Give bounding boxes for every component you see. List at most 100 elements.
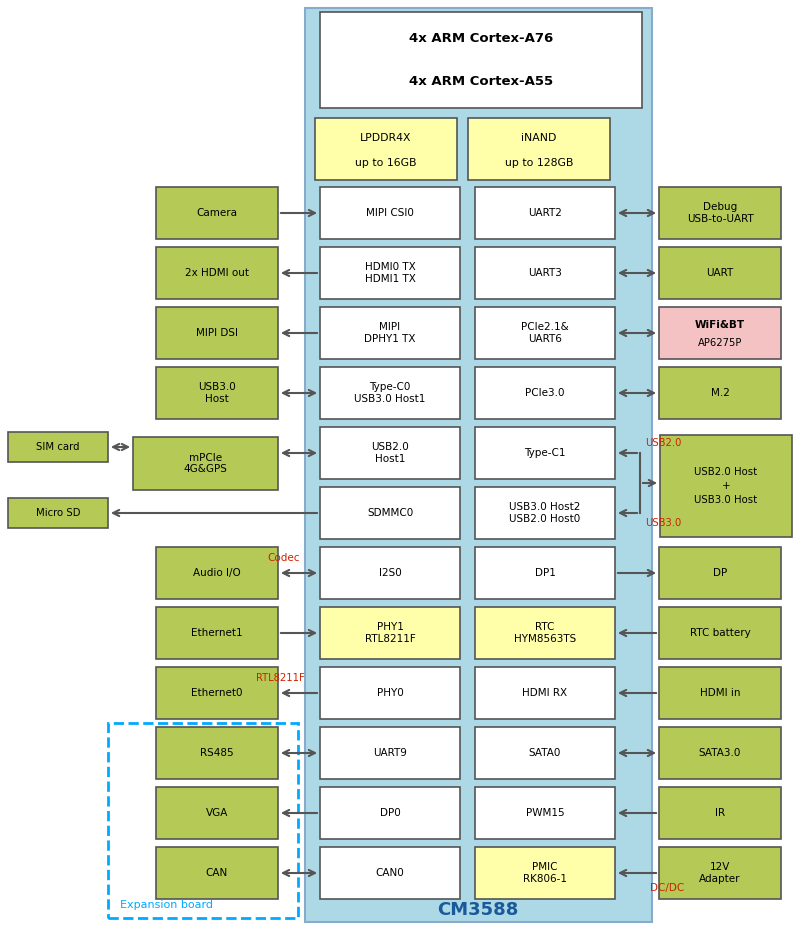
FancyBboxPatch shape	[475, 667, 615, 719]
FancyBboxPatch shape	[156, 847, 278, 899]
Text: IR: IR	[715, 808, 725, 818]
Text: PCIe2.1&
UART6: PCIe2.1& UART6	[522, 322, 569, 344]
Text: RTC battery: RTC battery	[689, 628, 750, 638]
Text: 12V
Adapter: 12V Adapter	[700, 862, 741, 884]
Text: CM3588: CM3588	[437, 901, 518, 919]
Text: UART9: UART9	[373, 748, 407, 758]
FancyBboxPatch shape	[320, 667, 460, 719]
Text: RTL8211F: RTL8211F	[256, 673, 305, 683]
FancyBboxPatch shape	[659, 727, 781, 779]
FancyBboxPatch shape	[156, 667, 278, 719]
Text: PHY0: PHY0	[377, 688, 403, 698]
FancyBboxPatch shape	[475, 547, 615, 599]
Text: up to 16GB: up to 16GB	[355, 158, 417, 167]
FancyBboxPatch shape	[156, 247, 278, 299]
Text: Ethernet1: Ethernet1	[191, 628, 242, 638]
Text: AP6275P: AP6275P	[698, 338, 743, 348]
FancyBboxPatch shape	[320, 427, 460, 479]
FancyBboxPatch shape	[475, 847, 615, 899]
Text: up to 128GB: up to 128GB	[505, 158, 573, 167]
Text: PMIC
RK806-1: PMIC RK806-1	[523, 862, 567, 884]
FancyBboxPatch shape	[475, 187, 615, 239]
Text: PHY1
RTL8211F: PHY1 RTL8211F	[365, 622, 415, 644]
Text: Type-C0
USB3.0 Host1: Type-C0 USB3.0 Host1	[355, 382, 425, 403]
Text: RTC
HYM8563TS: RTC HYM8563TS	[514, 622, 576, 644]
Text: CAN0: CAN0	[375, 868, 405, 878]
Text: DC/DC: DC/DC	[650, 883, 684, 893]
FancyBboxPatch shape	[659, 367, 781, 419]
FancyBboxPatch shape	[320, 247, 460, 299]
Text: iNAND: iNAND	[522, 133, 556, 143]
Text: USB3.0: USB3.0	[645, 518, 681, 528]
FancyBboxPatch shape	[8, 432, 108, 462]
Text: SATA0: SATA0	[529, 748, 561, 758]
FancyBboxPatch shape	[315, 118, 457, 180]
Text: PWM15: PWM15	[525, 808, 564, 818]
FancyBboxPatch shape	[320, 187, 460, 239]
Text: +: +	[722, 481, 731, 491]
FancyBboxPatch shape	[156, 547, 278, 599]
FancyBboxPatch shape	[475, 427, 615, 479]
Text: USB2.0: USB2.0	[645, 438, 681, 448]
FancyBboxPatch shape	[156, 607, 278, 659]
FancyBboxPatch shape	[320, 307, 460, 359]
FancyBboxPatch shape	[659, 547, 781, 599]
FancyBboxPatch shape	[156, 787, 278, 839]
FancyBboxPatch shape	[320, 547, 460, 599]
Text: HDMI in: HDMI in	[700, 688, 740, 698]
Text: MIPI
DPHY1 TX: MIPI DPHY1 TX	[364, 322, 416, 344]
Text: USB3.0 Host: USB3.0 Host	[694, 495, 758, 505]
Text: Expansion board: Expansion board	[120, 900, 213, 910]
FancyBboxPatch shape	[156, 367, 278, 419]
FancyBboxPatch shape	[305, 8, 652, 922]
Text: RS485: RS485	[200, 748, 234, 758]
FancyBboxPatch shape	[659, 247, 781, 299]
Text: SDMMC0: SDMMC0	[366, 508, 413, 518]
Text: Codec: Codec	[267, 553, 300, 563]
Text: Type-C1: Type-C1	[524, 448, 566, 458]
Text: 4x ARM Cortex-A55: 4x ARM Cortex-A55	[409, 75, 553, 88]
FancyBboxPatch shape	[475, 727, 615, 779]
FancyBboxPatch shape	[475, 247, 615, 299]
FancyBboxPatch shape	[156, 187, 278, 239]
FancyBboxPatch shape	[133, 437, 278, 490]
Text: DP1: DP1	[534, 568, 556, 578]
FancyBboxPatch shape	[468, 118, 610, 180]
Text: UART: UART	[707, 268, 734, 278]
FancyBboxPatch shape	[156, 727, 278, 779]
Text: HDMI RX: HDMI RX	[522, 688, 568, 698]
Text: WiFi&BT: WiFi&BT	[695, 320, 745, 330]
FancyBboxPatch shape	[320, 607, 460, 659]
FancyBboxPatch shape	[659, 667, 781, 719]
FancyBboxPatch shape	[320, 12, 642, 108]
Text: Debug
USB-to-UART: Debug USB-to-UART	[687, 202, 754, 224]
Text: USB3.0 Host2
USB2.0 Host0: USB3.0 Host2 USB2.0 Host0	[510, 502, 580, 524]
FancyBboxPatch shape	[659, 607, 781, 659]
Text: Camera: Camera	[196, 208, 238, 218]
Text: DP0: DP0	[380, 808, 401, 818]
Text: Micro SD: Micro SD	[36, 508, 80, 518]
Text: UART2: UART2	[528, 208, 562, 218]
Text: mPCIe
4G&GPS: mPCIe 4G&GPS	[184, 453, 227, 474]
FancyBboxPatch shape	[475, 607, 615, 659]
Text: LPDDR4X: LPDDR4X	[360, 133, 412, 143]
Text: USB2.0
Host1: USB2.0 Host1	[371, 442, 409, 464]
Text: I2S0: I2S0	[378, 568, 401, 578]
FancyBboxPatch shape	[320, 487, 460, 539]
Text: 2x HDMI out: 2x HDMI out	[185, 268, 249, 278]
FancyBboxPatch shape	[659, 847, 781, 899]
Text: VGA: VGA	[206, 808, 228, 818]
Text: PCIe3.0: PCIe3.0	[525, 388, 564, 398]
FancyBboxPatch shape	[320, 847, 460, 899]
FancyBboxPatch shape	[659, 307, 781, 359]
FancyBboxPatch shape	[156, 307, 278, 359]
Text: 4x ARM Cortex-A76: 4x ARM Cortex-A76	[409, 33, 553, 46]
FancyBboxPatch shape	[475, 367, 615, 419]
FancyBboxPatch shape	[320, 787, 460, 839]
Text: CAN: CAN	[206, 868, 228, 878]
FancyBboxPatch shape	[475, 487, 615, 539]
Text: UART3: UART3	[528, 268, 562, 278]
FancyBboxPatch shape	[320, 727, 460, 779]
FancyBboxPatch shape	[659, 187, 781, 239]
Text: DP: DP	[713, 568, 727, 578]
